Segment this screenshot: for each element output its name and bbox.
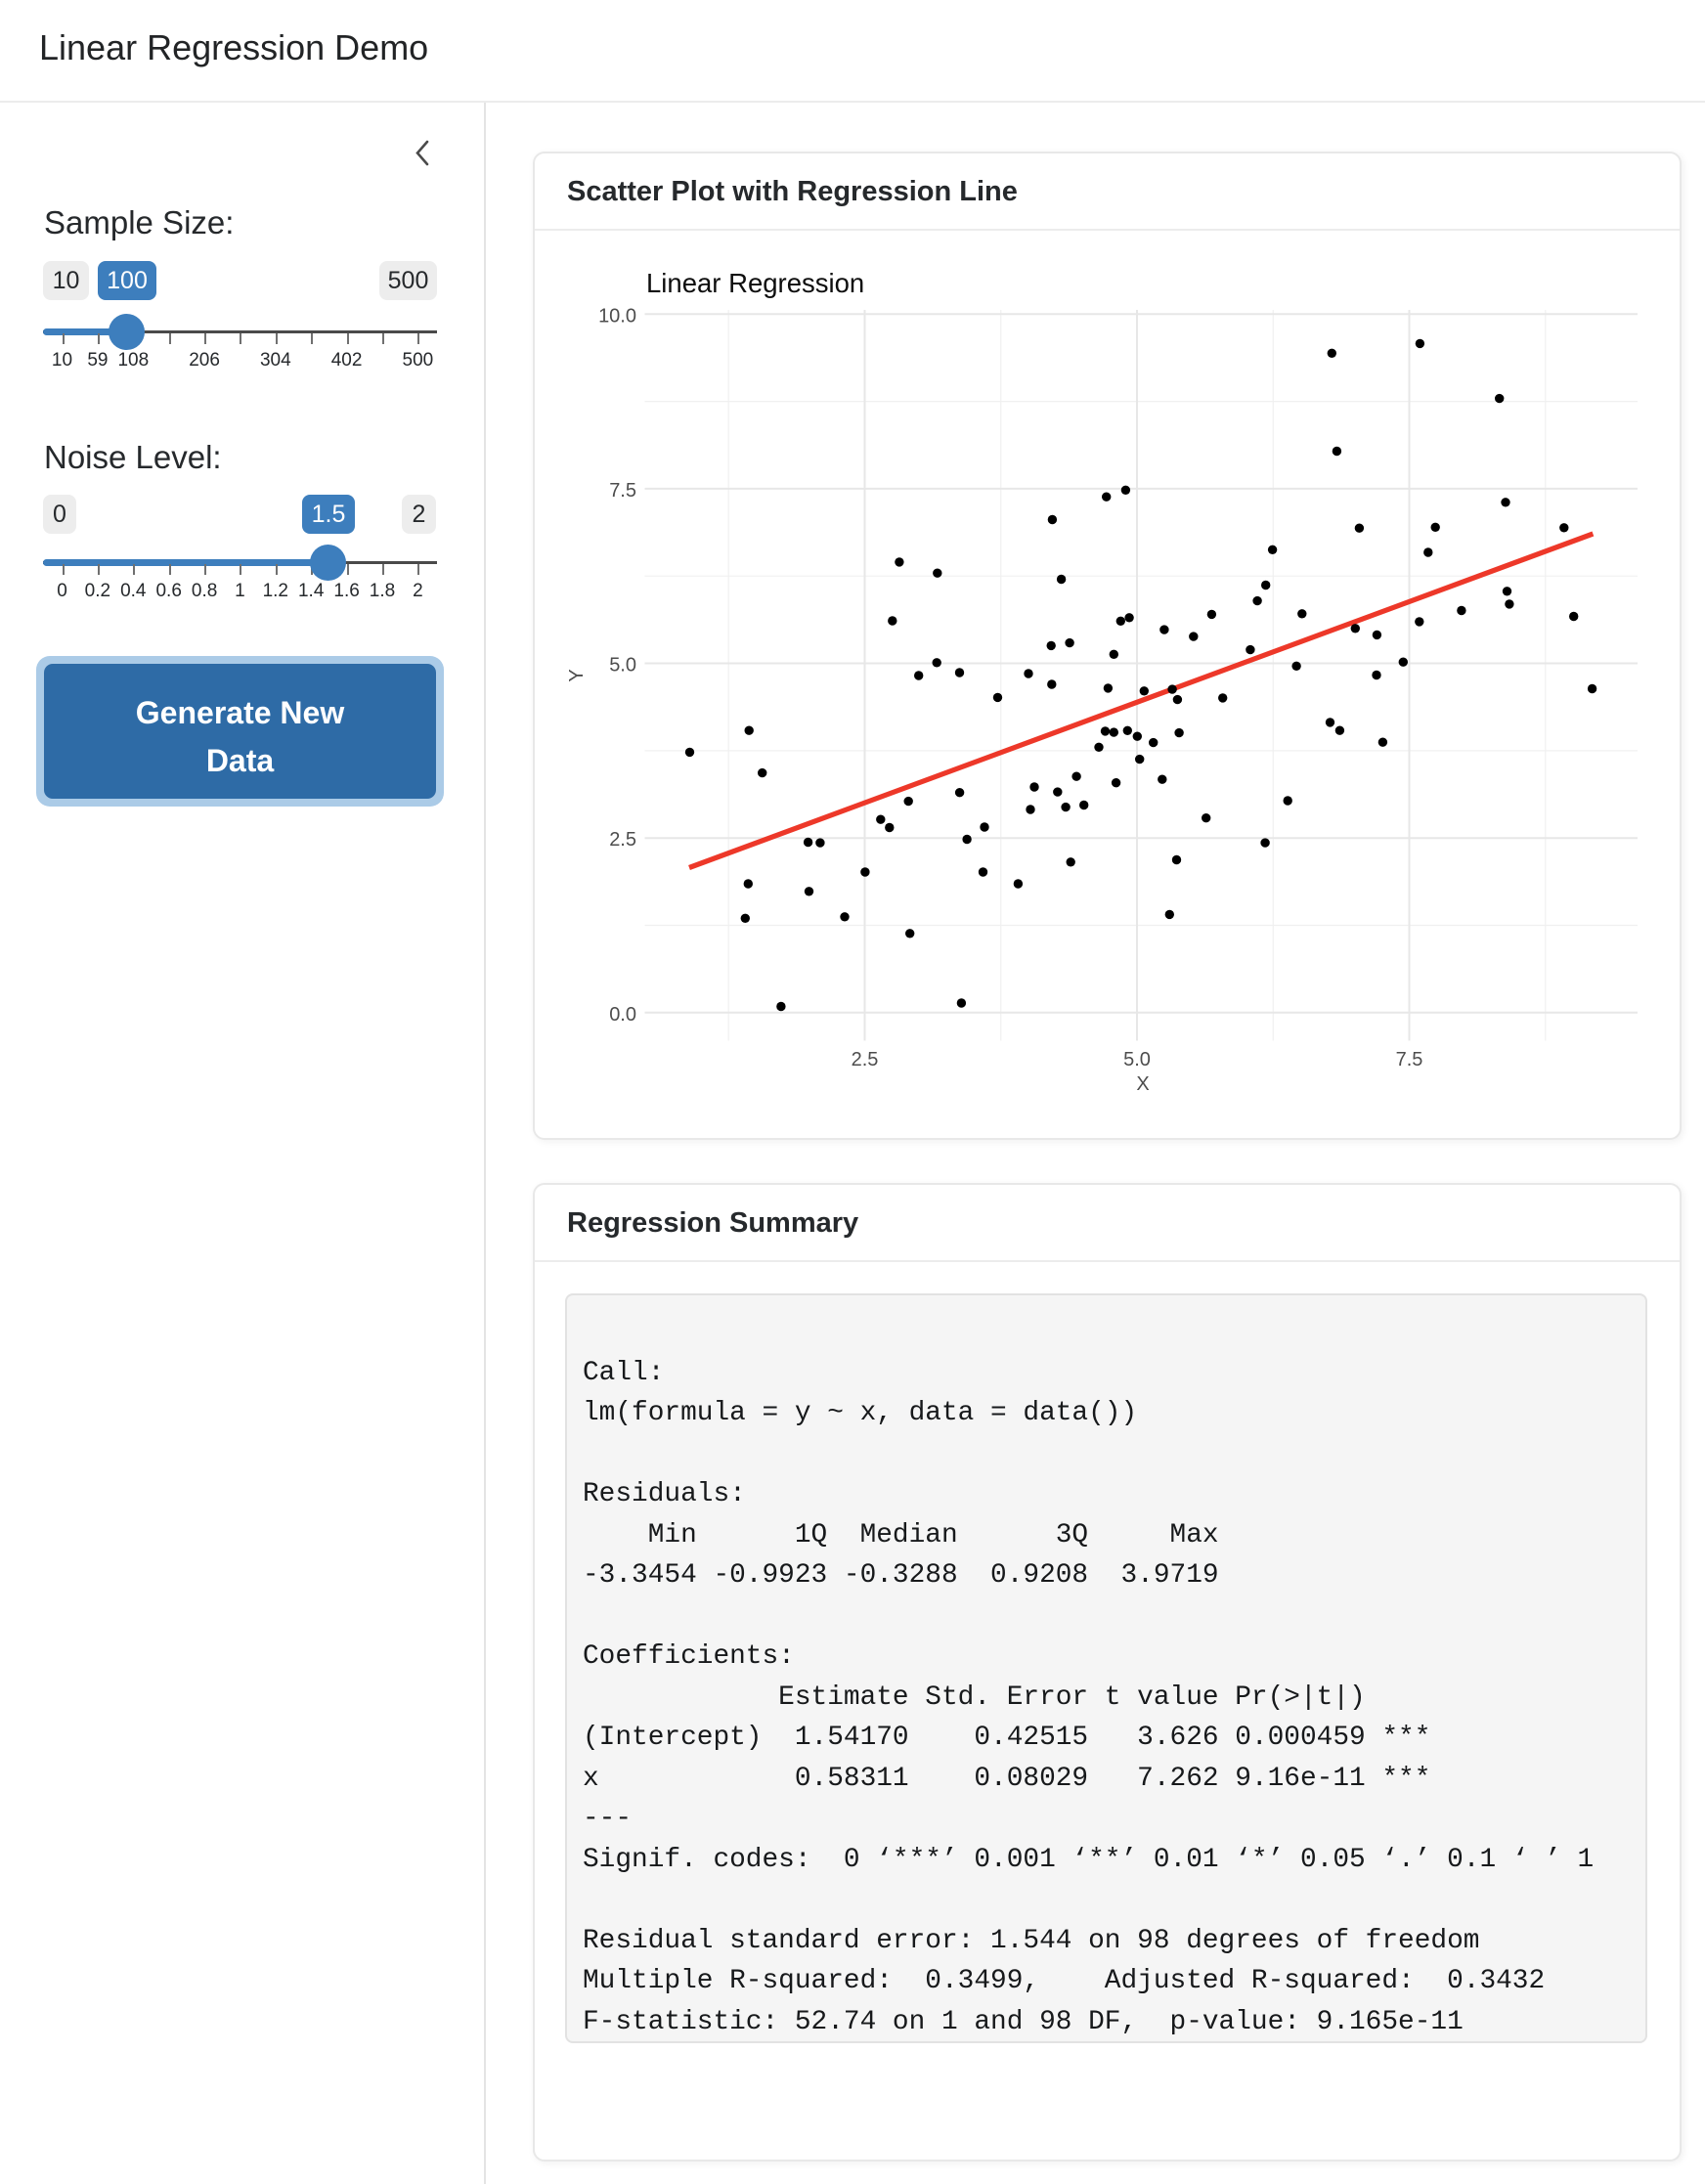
svg-text:2.5: 2.5	[609, 829, 636, 851]
svg-text:5.0: 5.0	[1123, 1049, 1151, 1070]
svg-text:10.0: 10.0	[598, 305, 636, 327]
svg-text:Linear Regression: Linear Regression	[646, 268, 864, 298]
svg-text:7.5: 7.5	[609, 480, 636, 502]
svg-text:0.0: 0.0	[609, 1004, 636, 1026]
svg-text:Y: Y	[566, 669, 588, 681]
svg-text:7.5: 7.5	[1396, 1049, 1423, 1070]
svg-text:2.5: 2.5	[852, 1049, 879, 1070]
svg-text:X: X	[1136, 1073, 1149, 1095]
svg-text:5.0: 5.0	[609, 655, 636, 677]
